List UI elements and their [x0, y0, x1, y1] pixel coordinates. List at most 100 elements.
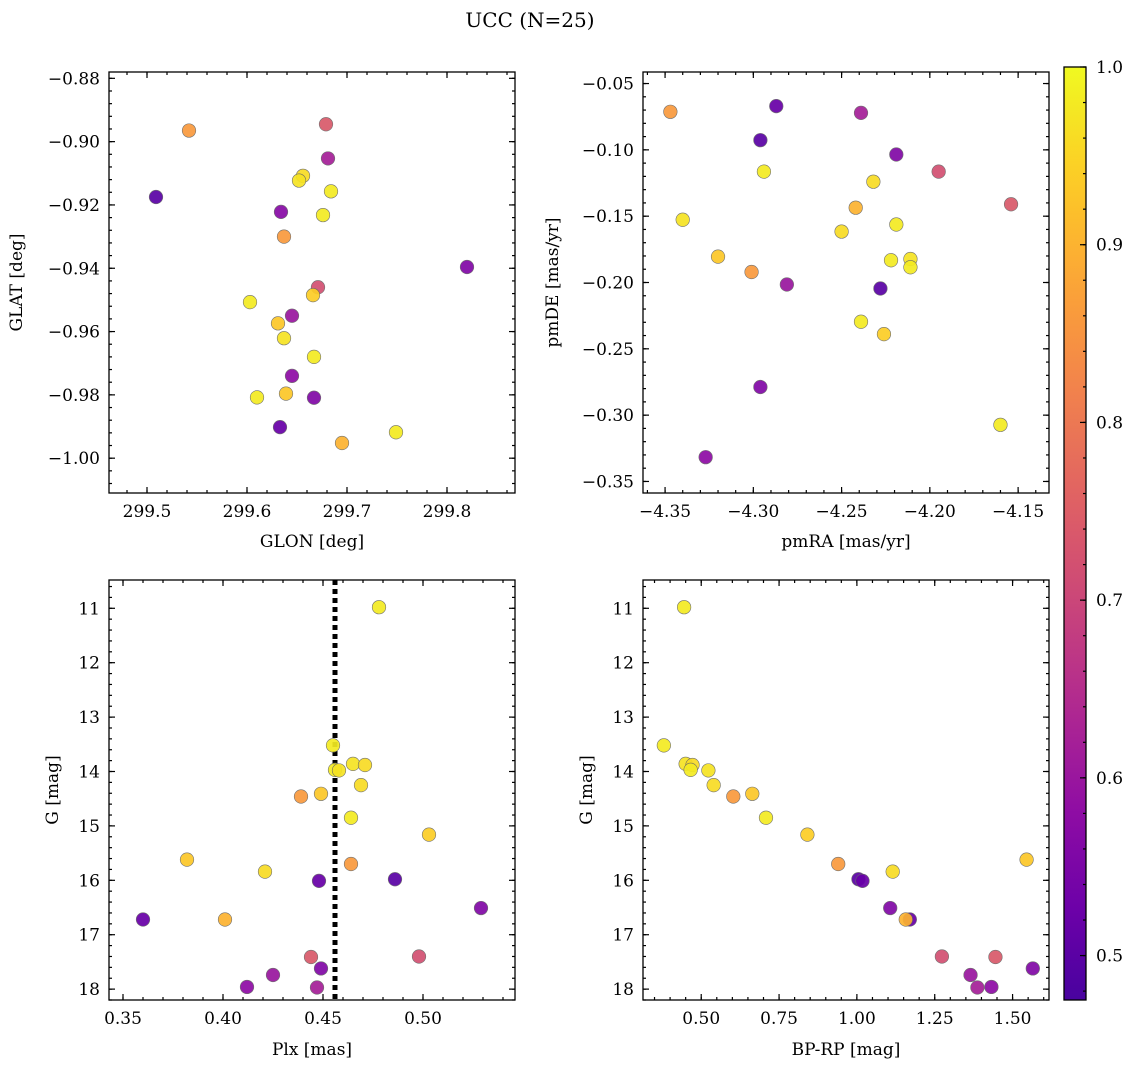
- y-tick-label: 17: [78, 926, 100, 946]
- y-tick-label: 15: [78, 817, 100, 837]
- data-point: [745, 786, 760, 801]
- data-point: [357, 757, 373, 773]
- y-tick-label: 11: [78, 599, 100, 619]
- data-point: [873, 281, 888, 296]
- x-tick-label: 299.5: [123, 502, 172, 522]
- y-tick-label: 16: [612, 871, 634, 891]
- data-point: [883, 253, 899, 268]
- y-axis-label: pmDE [mas/yr]: [543, 217, 563, 347]
- data-point: [993, 417, 1008, 432]
- data-point: [272, 420, 288, 435]
- colorbar-tick-label: 0.9: [1096, 236, 1123, 256]
- data-point: [345, 756, 361, 771]
- colorbar-tick-label: 1.0: [1096, 58, 1123, 78]
- data-point: [325, 738, 341, 753]
- y-tick-label: −0.96: [48, 323, 100, 343]
- data-point: [903, 260, 918, 275]
- data-point: [834, 224, 849, 239]
- data-point: [779, 277, 794, 292]
- y-axis-label: G [mag]: [43, 755, 63, 824]
- panel-pmra-pmde: pmRA [mas/yr] pmDE [mas/yr] −4.35 −4.30 −4…: [543, 71, 1050, 552]
- data-point: [988, 949, 1003, 965]
- y-tick-label: −1.00: [48, 449, 100, 469]
- data-point: [265, 967, 281, 983]
- colorbar-tick-label: 0.8: [1096, 413, 1123, 433]
- data-point: [848, 200, 863, 215]
- data-point: [866, 174, 881, 189]
- data-point: [291, 173, 307, 188]
- x-tick-label: −4.20: [904, 502, 956, 522]
- data-point: [710, 249, 726, 264]
- data-point: [934, 949, 949, 964]
- x-tick-label: 299.8: [423, 502, 472, 522]
- colorbar-tick-label: 0.7: [1096, 591, 1123, 611]
- data-point: [148, 189, 164, 205]
- data-point: [931, 164, 946, 179]
- y-tick-label: −0.25: [582, 340, 634, 360]
- data-point: [343, 856, 359, 872]
- data-point: [242, 295, 258, 310]
- colorbar-tick-label: 0.6: [1096, 769, 1123, 789]
- y-tick-label: 14: [78, 763, 100, 783]
- panel-bprp-g: BP-RP [mag] G [mag] 0.50 0.75 1.00 1.25 1.50…: [577, 579, 1050, 1060]
- data-point: [758, 810, 774, 825]
- x-tick-label: 0.40: [204, 1009, 242, 1029]
- data-point: [885, 864, 900, 879]
- data-point: [1019, 852, 1034, 867]
- data-point: [898, 912, 913, 927]
- data-point: [676, 600, 692, 615]
- data-point: [353, 778, 369, 793]
- data-point: [984, 979, 999, 995]
- data-point: [769, 98, 784, 114]
- data-point: [303, 949, 319, 965]
- data-point: [698, 450, 713, 465]
- y-tick-label: −0.35: [582, 472, 634, 492]
- y-tick-label: −0.15: [582, 207, 634, 227]
- data-point: [318, 117, 334, 132]
- plot-frame: [642, 71, 1050, 494]
- data-point: [315, 207, 331, 223]
- data-point: [663, 104, 678, 119]
- y-tick-label: −0.94: [48, 259, 100, 279]
- x-tick-label: 0.35: [104, 1009, 142, 1029]
- data-point: [963, 967, 978, 983]
- y-tick-label: 18: [612, 980, 634, 1000]
- x-axis-label: pmRA [mas/yr]: [781, 532, 910, 552]
- y-axis-label: GLAT [deg]: [7, 233, 27, 331]
- y-tick-label: −0.98: [48, 386, 100, 406]
- data-point: [883, 900, 898, 916]
- data-point: [853, 105, 869, 120]
- data-point: [306, 390, 322, 405]
- x-tick-label: 0.75: [760, 1009, 798, 1029]
- data-point: [320, 151, 336, 166]
- plot-frame: [108, 579, 516, 1001]
- data-point: [753, 133, 768, 148]
- data-point: [311, 873, 327, 888]
- x-tick-label: 1.25: [916, 1009, 954, 1029]
- y-tick-label: 18: [78, 980, 100, 1000]
- data-point: [656, 738, 671, 753]
- data-point: [249, 390, 265, 405]
- x-axis-label: Plx [mas]: [272, 1040, 352, 1060]
- data-point: [323, 184, 339, 199]
- y-tick-label: −0.10: [582, 141, 634, 161]
- data-point: [293, 789, 309, 804]
- data-point: [331, 763, 347, 778]
- data-point: [831, 856, 846, 872]
- panel-glon-glat: GLON [deg] GLAT [deg] 299.5 299.6 299.7 299…: [7, 69, 516, 552]
- data-point: [675, 212, 690, 227]
- data-point: [135, 912, 151, 927]
- data-point: [306, 349, 322, 364]
- data-point: [1003, 197, 1019, 212]
- data-point: [181, 123, 197, 138]
- data-point: [411, 949, 427, 964]
- x-axis-label: GLON [deg]: [260, 532, 364, 552]
- x-tick-label: 0.50: [404, 1009, 442, 1029]
- y-tick-label: 15: [612, 817, 634, 837]
- data-point: [388, 425, 404, 440]
- data-point: [970, 980, 985, 995]
- data-point: [309, 980, 325, 995]
- y-tick-label: 11: [612, 599, 634, 619]
- y-tick-label: 12: [78, 654, 100, 674]
- data-point: [278, 386, 294, 401]
